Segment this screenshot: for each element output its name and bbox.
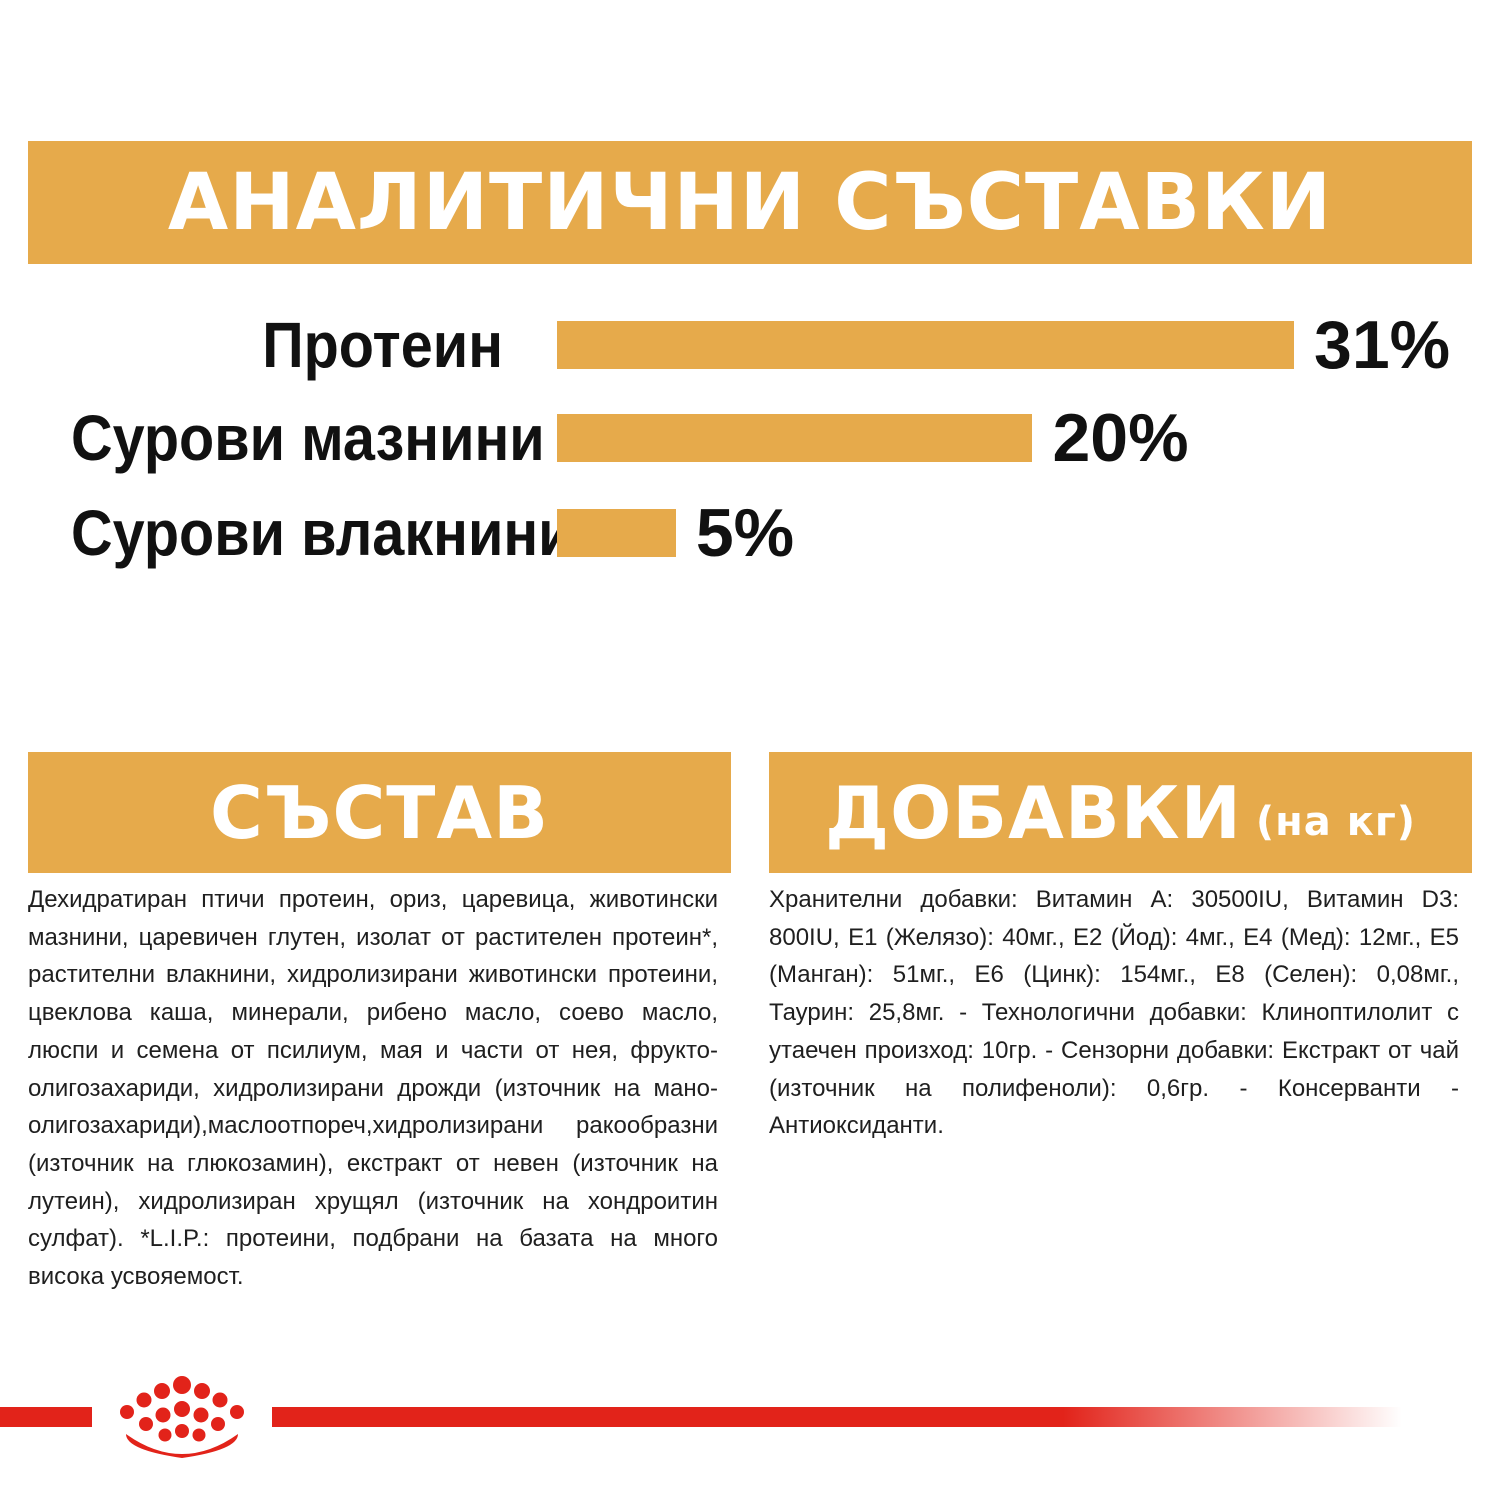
brand-line-left [0, 1407, 92, 1427]
bar-label: Сурови мазнини [71, 402, 545, 474]
royal-canin-crown-logo-icon [120, 1376, 244, 1458]
bar-value-label: 31% [1314, 307, 1451, 383]
additives-heading-band: ДОБАВКИ (на кг) [769, 752, 1472, 873]
analytical-heading: АНАЛИТИЧНИ СЪСТАВКИ [167, 157, 1333, 248]
bar [557, 509, 676, 557]
additives-heading-suffix: (на кг) [1255, 798, 1417, 845]
brand-line-right [272, 1407, 1402, 1427]
additives-text: Хранителни добавки: Витамин А: 30500IU, … [769, 886, 1459, 1140]
additives-heading: ДОБАВКИ [824, 770, 1242, 855]
analytical-heading-band: АНАЛИТИЧНИ СЪСТАВКИ [28, 141, 1472, 264]
composition-heading-band: СЪСТАВ [28, 752, 731, 873]
composition-text: Дехидратиран птичи протеин, ориз, цареви… [28, 886, 718, 1291]
bar-label: Протеин [262, 309, 503, 381]
bar [557, 321, 1294, 369]
bar-label: Сурови влакнини [71, 497, 574, 569]
composition-heading: СЪСТАВ [209, 770, 550, 855]
bar-value-label: 20% [1052, 400, 1189, 476]
bar-value-label: 5% [695, 495, 795, 571]
bar [557, 414, 1033, 462]
